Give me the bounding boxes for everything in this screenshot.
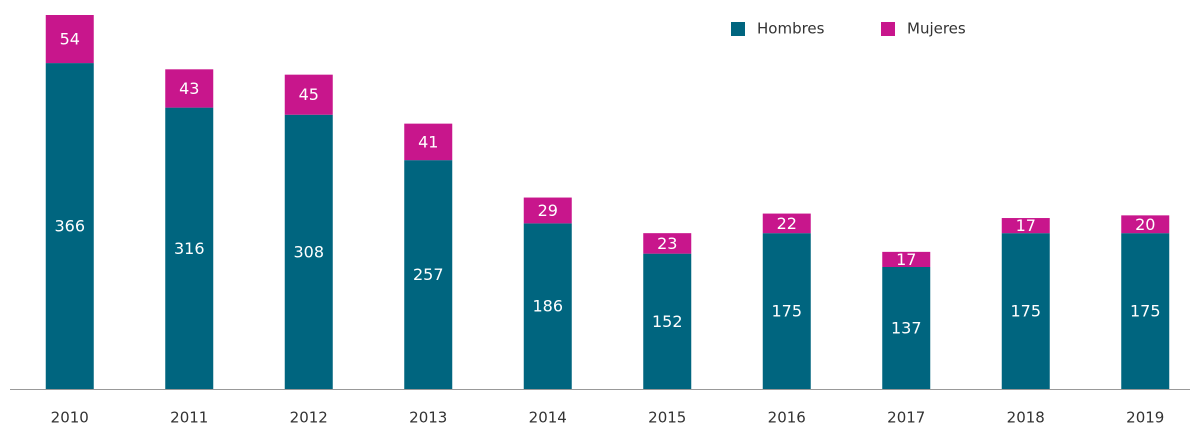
bar-segment	[1121, 233, 1170, 389]
value-label: 366	[54, 217, 85, 236]
value-label: 316	[174, 239, 205, 258]
value-label: 175	[1130, 302, 1161, 321]
value-label: 17	[1016, 216, 1036, 235]
value-label: 29	[538, 201, 558, 220]
value-label: 17	[896, 250, 916, 269]
value-label: 308	[293, 242, 324, 261]
bar-segment	[284, 114, 333, 389]
value-label: 152	[652, 312, 683, 331]
bar-segment	[762, 233, 811, 389]
value-label: 41	[418, 132, 438, 151]
value-label: 175	[1010, 302, 1041, 321]
bar-segment	[1001, 218, 1050, 234]
x-tick-label: 2017	[887, 409, 925, 427]
bar-segment	[45, 15, 94, 64]
bar-segment	[284, 74, 333, 115]
x-tick-label: 2012	[290, 409, 328, 427]
bar-segment	[165, 69, 214, 108]
bar-segment	[882, 251, 931, 268]
value-label: 45	[299, 85, 319, 104]
x-tick-label: 2010	[51, 409, 89, 427]
x-tick-label: 2015	[648, 409, 686, 427]
value-label: 54	[60, 30, 80, 49]
value-label: 186	[532, 297, 563, 316]
bar-segment	[1001, 233, 1050, 389]
bar-segment	[1121, 215, 1170, 234]
bar-segment	[643, 253, 692, 389]
value-label: 137	[891, 319, 922, 338]
value-label: 175	[771, 302, 802, 321]
bar-segment	[523, 197, 572, 224]
value-label: 257	[413, 265, 444, 284]
value-label: 23	[657, 234, 677, 253]
legend-label: Mujeres	[907, 20, 966, 38]
x-tick-label: 2018	[1007, 409, 1045, 427]
bar-segment	[404, 160, 453, 389]
x-tick-label: 2011	[170, 409, 208, 427]
bar-segment	[404, 123, 453, 161]
bar-segment	[762, 213, 811, 234]
bar-segment	[45, 63, 94, 389]
bar-segment	[643, 233, 692, 254]
bar-segment	[882, 267, 931, 389]
legend-swatch	[731, 22, 745, 36]
bar-segment	[523, 223, 572, 389]
value-label: 22	[777, 214, 797, 233]
legend-swatch	[881, 22, 895, 36]
value-label: 20	[1135, 215, 1155, 234]
value-label: 43	[179, 79, 199, 98]
bar-segment	[165, 107, 214, 389]
legend-label: Hombres	[757, 20, 825, 38]
x-tick-label: 2013	[409, 409, 447, 427]
x-tick-label: 2014	[529, 409, 567, 427]
x-tick-label: 2019	[1126, 409, 1164, 427]
x-tick-label: 2016	[768, 409, 806, 427]
